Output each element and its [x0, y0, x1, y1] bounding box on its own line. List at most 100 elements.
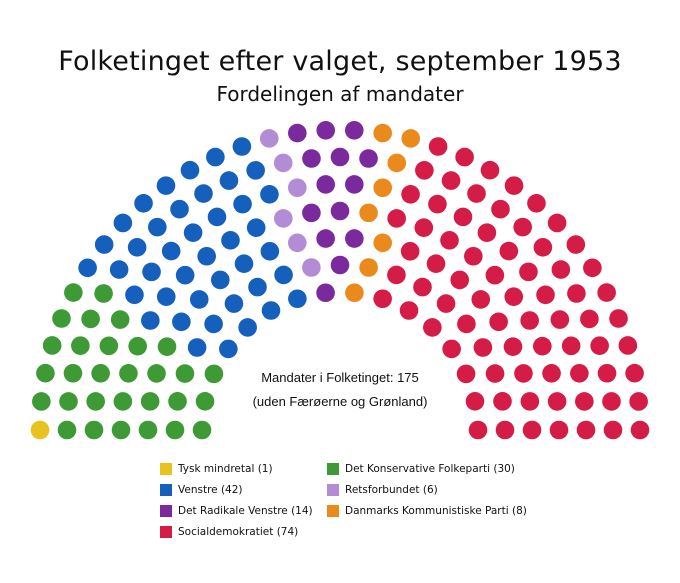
- seat-venstre: [206, 147, 225, 167]
- seat-det-konservative-folkeparti: [99, 336, 119, 356]
- seat-socialdemokratiet: [450, 270, 470, 290]
- seat-socialdemokratiet: [547, 392, 567, 411]
- seat-det-radikale-venstre: [345, 175, 364, 194]
- seat-danmarks-kommunistiske-parti: [345, 283, 364, 303]
- seat-det-radikale-venstre: [330, 255, 350, 275]
- seat-venstre: [224, 294, 244, 313]
- seat-socialdemokratiet: [536, 285, 555, 305]
- seat-danmarks-kommunistiske-parti: [373, 123, 392, 143]
- seat-socialdemokratiet: [414, 218, 434, 237]
- seat-venstre: [274, 265, 293, 285]
- seat-venstre: [148, 217, 167, 237]
- seat-venstre: [109, 260, 129, 279]
- seat-venstre: [125, 285, 144, 305]
- seat-socialdemokratiet: [493, 392, 512, 411]
- seat-det-radikale-venstre: [345, 229, 364, 248]
- seat-socialdemokratiet: [467, 184, 486, 203]
- seat-socialdemokratiet: [413, 277, 432, 297]
- legend-swatch: [327, 463, 339, 475]
- seat-det-konservative-folkeparti: [36, 363, 55, 383]
- seat-tysk-mindretal: [30, 420, 50, 440]
- legend-swatch: [327, 505, 339, 517]
- seat-socialdemokratiet: [473, 338, 493, 357]
- seat-venstre: [94, 235, 114, 254]
- seat-socialdemokratiet: [489, 312, 508, 332]
- legend-swatch: [160, 463, 172, 475]
- seat-socialdemokratiet: [504, 287, 524, 306]
- seat-venstre: [207, 207, 227, 227]
- seat-det-konservative-folkeparti: [81, 309, 100, 329]
- seat-socialdemokratiet: [401, 185, 420, 204]
- seat-det-konservative-folkeparti: [138, 420, 158, 440]
- legend-label: Venstre (42): [178, 484, 243, 496]
- seat-socialdemokratiet: [603, 420, 623, 440]
- seat-det-konservative-folkeparti: [168, 392, 187, 411]
- seat-venstre: [175, 265, 195, 285]
- seat-socialdemokratiet: [549, 420, 569, 440]
- seat-socialdemokratiet: [504, 176, 524, 195]
- seat-socialdemokratiet: [387, 265, 406, 285]
- seat-venstre: [221, 231, 240, 250]
- legend-label: Tysk mindretal (1): [178, 463, 273, 475]
- seat-socialdemokratiet: [495, 420, 515, 440]
- seat-det-konservative-folkeparti: [157, 337, 177, 356]
- seat-socialdemokratiet: [457, 314, 476, 334]
- seat-det-konservative-folkeparti: [204, 364, 224, 384]
- seat-det-konservative-folkeparti: [64, 283, 83, 302]
- seat-socialdemokratiet: [415, 161, 434, 180]
- seat-socialdemokratiet: [423, 318, 442, 337]
- seat-socialdemokratiet: [440, 231, 459, 250]
- legend-label: Danmarks Kommunistiske Parti (8): [345, 505, 527, 517]
- seat-det-radikale-venstre: [330, 201, 350, 221]
- seat-det-radikale-venstre: [302, 149, 321, 168]
- seat-socialdemokratiet: [485, 364, 505, 383]
- seat-socialdemokratiet: [618, 336, 638, 355]
- seat-venstre: [156, 287, 176, 306]
- seat-venstre: [187, 338, 207, 357]
- seat-socialdemokratiet: [550, 310, 570, 329]
- seat-socialdemokratiet: [527, 193, 546, 213]
- seat-socialdemokratiet: [503, 337, 523, 356]
- seat-det-konservative-folkeparti: [195, 392, 215, 411]
- seat-det-radikale-venstre: [316, 175, 336, 194]
- seat-det-radikale-venstre: [316, 229, 335, 248]
- seat-socialdemokratiet: [583, 258, 602, 278]
- seat-det-konservative-folkeparti: [71, 336, 90, 355]
- seat-socialdemokratiet: [547, 213, 567, 233]
- seat-socialdemokratiet: [609, 309, 628, 328]
- seat-note-annotation: (uden Færøerne og Grønland): [252, 394, 428, 409]
- seat-socialdemokratiet: [499, 241, 519, 261]
- seat-venstre: [204, 314, 223, 334]
- seat-retsforbundet: [287, 178, 307, 198]
- seat-venstre: [142, 262, 161, 282]
- seat-socialdemokratiet: [551, 260, 571, 279]
- seat-det-konservative-folkeparti: [42, 336, 62, 355]
- seat-det-konservative-folkeparti: [57, 420, 77, 440]
- legend-label: Socialdemokratiet (74): [178, 526, 299, 538]
- seat-socialdemokratiet: [428, 194, 447, 214]
- seat-retsforbundet: [302, 258, 321, 277]
- seat-venstre: [172, 312, 191, 332]
- seat-venstre: [194, 184, 213, 203]
- seat-det-konservative-folkeparti: [84, 420, 104, 440]
- seat-socialdemokratiet: [597, 363, 617, 383]
- seat-danmarks-kommunistiske-parti: [373, 233, 393, 253]
- seat-venstre: [127, 238, 147, 257]
- seat-det-konservative-folkeparti: [147, 364, 166, 383]
- seat-socialdemokratiet: [630, 420, 650, 440]
- seat-det-radikale-venstre: [316, 121, 336, 140]
- seat-retsforbundet: [273, 153, 293, 173]
- seat-total-annotation: Mandater i Folketinget: 175: [261, 370, 419, 385]
- seat-socialdemokratiet: [597, 283, 616, 302]
- seat-venstre: [248, 277, 267, 297]
- seat-danmarks-kommunistiske-parti: [387, 153, 407, 173]
- seat-det-radikale-venstre: [330, 147, 350, 167]
- seat-venstre: [170, 199, 189, 219]
- seat-socialdemokratiet: [491, 199, 510, 219]
- legend-label: Retsforbundet (6): [345, 484, 438, 496]
- seat-venstre: [246, 161, 265, 180]
- seat-socialdemokratiet: [522, 420, 542, 440]
- seat-socialdemokratiet: [514, 364, 533, 383]
- seat-socialdemokratiet: [455, 147, 474, 167]
- seat-socialdemokratiet: [561, 336, 581, 356]
